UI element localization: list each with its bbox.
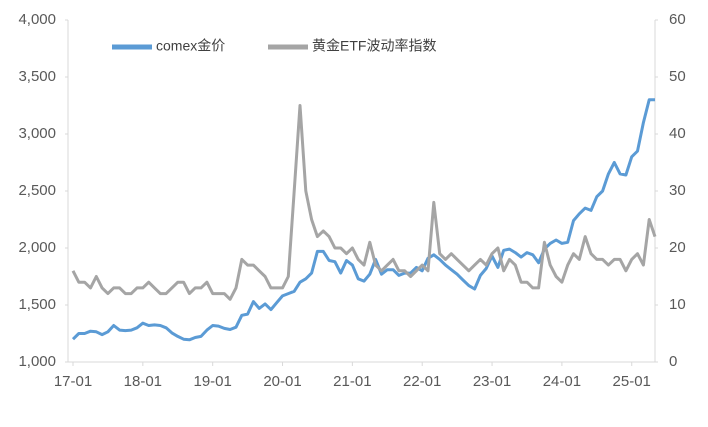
y-tick-label: 3,500 <box>18 68 56 85</box>
x-tick-label: 20-01 <box>263 373 301 390</box>
y2-tick-label: 30 <box>669 182 686 199</box>
y2-tick-label: 60 <box>669 11 686 28</box>
x-tick-label: 25-01 <box>613 373 651 390</box>
x-tick-label: 22-01 <box>403 373 441 390</box>
x-tick-label: 24-01 <box>543 373 581 390</box>
y2-tick-label: 40 <box>669 125 686 142</box>
x-tick-label: 21-01 <box>333 373 371 390</box>
series-line <box>71 98 655 342</box>
y2-tick-label: 50 <box>669 68 686 85</box>
legend-label: 黄金ETF波动率指数 <box>312 38 436 54</box>
y-tick-label: 2,500 <box>18 182 56 199</box>
y2-tick-label: 10 <box>669 296 686 313</box>
x-tick-label: 23-01 <box>473 373 511 390</box>
x-tick-label: 19-01 <box>193 373 231 390</box>
y-tick-label: 3,000 <box>18 125 56 142</box>
y-tick-label: 2,000 <box>18 239 56 256</box>
y-tick-label: 1,500 <box>18 296 56 313</box>
y2-tick-label: 0 <box>669 353 677 370</box>
legend-label: comex金价 <box>156 38 225 54</box>
x-tick-label: 18-01 <box>124 373 162 390</box>
x-tick-label: 17-01 <box>54 373 92 390</box>
y-tick-label: 1,000 <box>18 353 56 370</box>
series-line <box>71 104 657 301</box>
y-tick-label: 4,000 <box>18 11 56 28</box>
y2-tick-label: 20 <box>669 239 686 256</box>
